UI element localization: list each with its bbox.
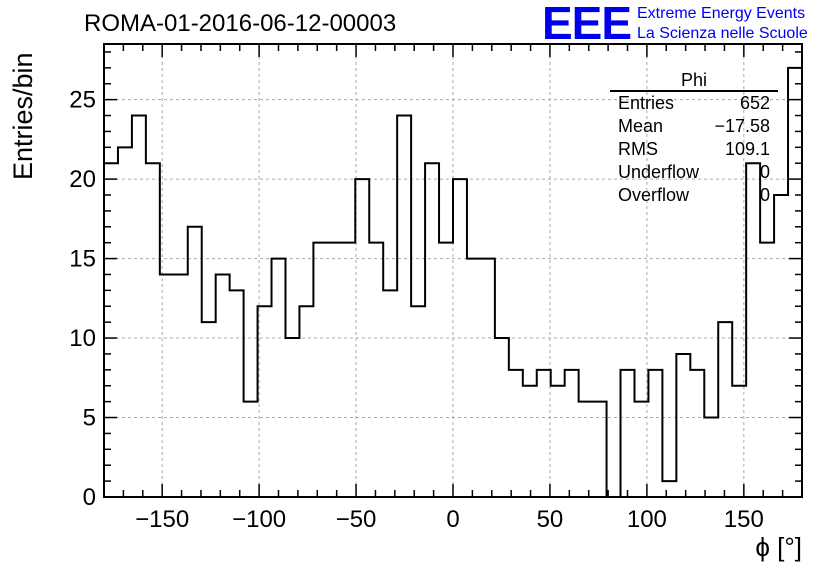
stats-label: Underflow [618,162,700,182]
x-tick-label: −100 [232,506,286,533]
x-axis-label: ϕ [°] [755,532,802,562]
histogram-step-line [104,66,802,498]
x-tick-label: 100 [627,506,667,533]
chart-title: ROMA-01-2016-06-12-00003 [84,10,397,37]
logo-caption: Extreme Energy Events La Scienza nelle S… [637,4,808,44]
y-tick-label: 25 [69,87,96,114]
stats-value: −17.58 [714,116,770,136]
stats-row: Mean −17.58 [610,115,778,138]
tick-labels: −150 −100 −50 0 50 100 150 0 5 10 15 20 25 [69,87,764,533]
stats-label: Overflow [618,185,690,205]
stats-value: 0 [759,185,770,205]
stats-label: Entries [618,93,675,113]
stats-row: RMS 109.1 [610,138,778,161]
eee-logo: EEE [542,0,632,49]
stats-value: 0 [759,162,770,182]
y-tick-label: 10 [69,325,96,352]
stats-row: Entries 652 [610,92,778,115]
stats-label: Mean [618,116,664,136]
x-tick-label: −50 [336,506,377,533]
stats-row: Underflow 0 [610,161,778,184]
y-tick-label: 20 [69,166,96,193]
stats-value: 652 [739,93,770,113]
stats-title: Phi [610,70,778,92]
logo-caption-line1: Extreme Energy Events [637,5,806,22]
x-tick-label: 0 [446,506,459,533]
axis-ticks [104,44,802,498]
y-tick-label: 5 [83,405,96,432]
stats-label: RMS [618,139,658,159]
logo-caption-line2: La Scienza nelle Scuole [637,25,808,42]
stats-box: Phi Entries 652 Mean −17.58 RMS 109.1 Un… [610,70,778,207]
y-tick-label: 0 [83,484,96,511]
x-tick-label: −150 [135,506,189,533]
stats-row: Overflow 0 [610,184,778,207]
x-tick-label: 150 [724,506,764,533]
x-tick-label: 50 [537,506,564,533]
y-tick-label: 15 [69,246,96,273]
stats-value: 109.1 [724,139,770,159]
y-axis-label: Entries/bin [8,52,38,180]
